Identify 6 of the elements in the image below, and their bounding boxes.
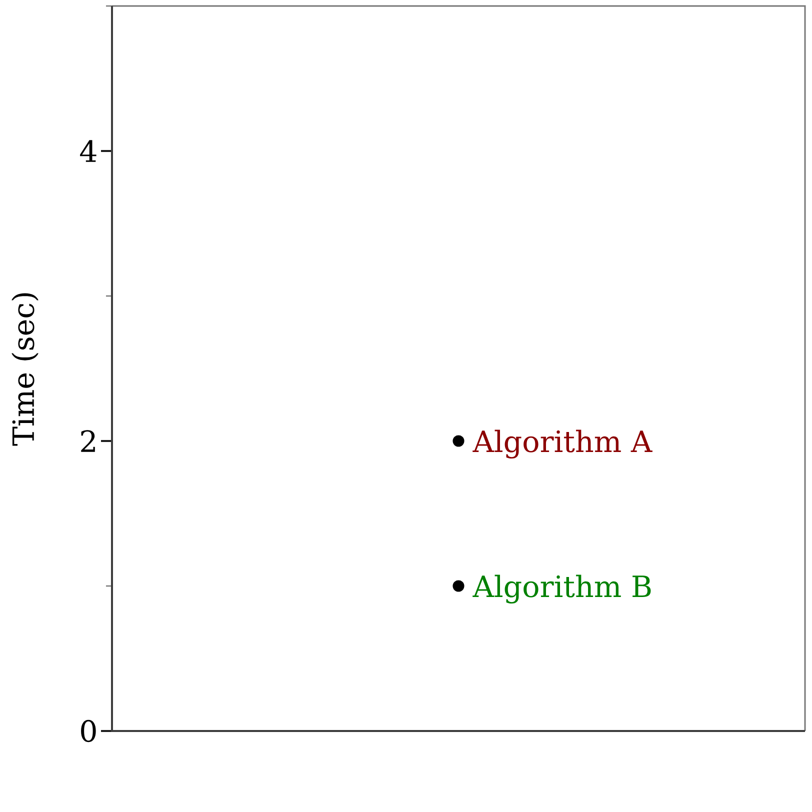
y-tick-label: 0: [81, 720, 96, 742]
series-label: Algorithm A: [472, 430, 652, 459]
y-tick-label: 4: [80, 140, 96, 162]
y-axis-title: Time (sec): [12, 293, 38, 446]
y-tick-label: 2: [81, 430, 95, 452]
series-label: Algorithm B: [472, 574, 651, 604]
